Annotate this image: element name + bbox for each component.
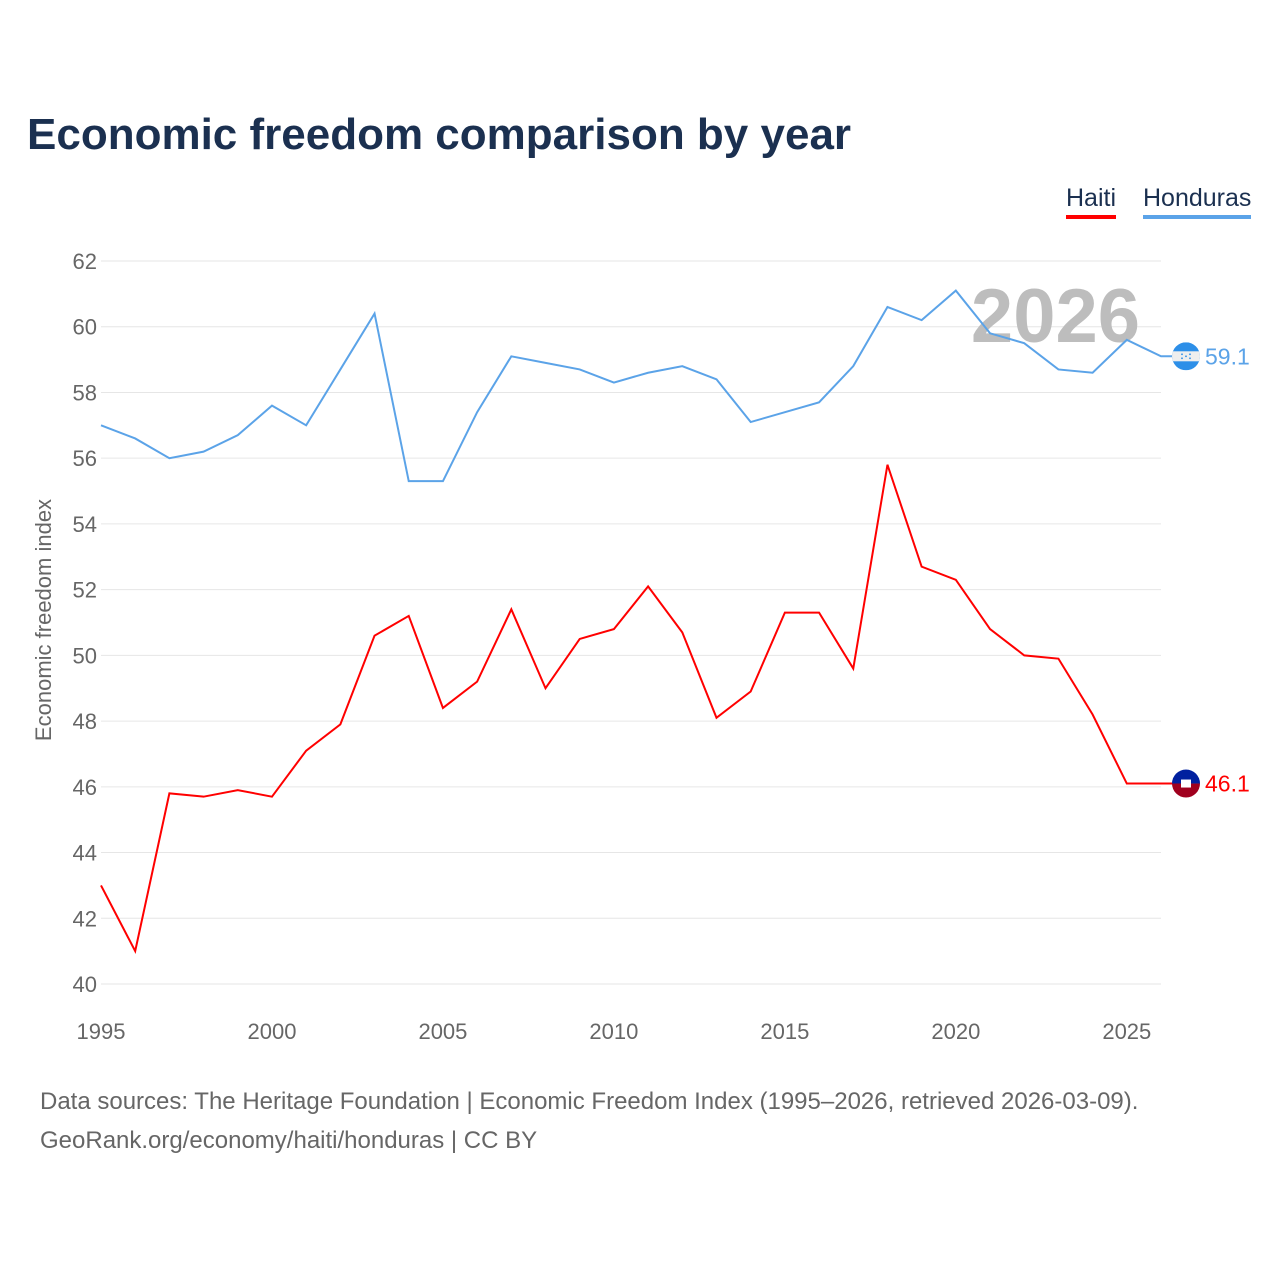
- y-tick-label: 48: [73, 709, 97, 734]
- y-tick-label: 50: [73, 643, 97, 668]
- year-watermark: 2026: [971, 274, 1140, 359]
- y-axis-label: Economic freedom index: [31, 499, 56, 741]
- x-tick-label: 2000: [247, 1019, 296, 1044]
- x-tick-label: 2015: [760, 1019, 809, 1044]
- legend-haiti[interactable]: Haiti: [1066, 184, 1117, 219]
- end-value-label: 59.1: [1205, 343, 1250, 369]
- y-tick-label: 62: [73, 249, 97, 274]
- y-tick-label: 46: [73, 775, 97, 800]
- y-tick-label: 56: [73, 446, 97, 471]
- x-tick-label: 2020: [931, 1019, 980, 1044]
- y-tick-label: 40: [73, 972, 97, 997]
- y-tick-label: 44: [73, 841, 97, 866]
- honduras-flag-icon: [1172, 342, 1200, 371]
- y-tick-label: 60: [73, 315, 97, 340]
- haiti-flag-icon: [1172, 769, 1200, 798]
- end-value-label: 46.1: [1205, 771, 1250, 797]
- y-tick-label: 54: [73, 512, 97, 537]
- x-tick-label: 2005: [418, 1019, 467, 1044]
- y-tick-label: 42: [73, 906, 97, 931]
- y-tick-label: 58: [73, 380, 97, 405]
- chart-title: Economic freedom comparison by year: [27, 110, 852, 159]
- source-link[interactable]: GeoRank.org/economy/haiti/honduras | CC …: [40, 1127, 538, 1154]
- x-tick-label: 2010: [589, 1019, 638, 1044]
- data-source: Data sources: The Heritage Foundation | …: [40, 1088, 1139, 1115]
- series-line-haiti: [100, 464, 1186, 955]
- legend-honduras[interactable]: Honduras: [1143, 184, 1252, 219]
- x-tick-label: 2025: [1102, 1019, 1151, 1044]
- series-line-honduras: [100, 289, 1186, 483]
- x-tick-label: 1995: [77, 1019, 126, 1044]
- y-tick-label: 52: [73, 578, 97, 603]
